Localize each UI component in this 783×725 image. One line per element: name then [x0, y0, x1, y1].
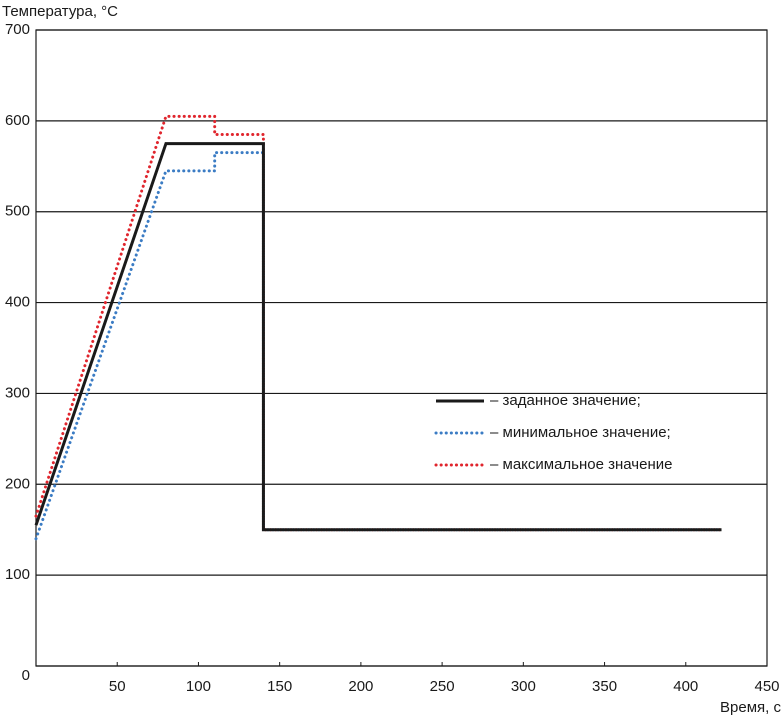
- legend-label: – заданное значение;: [490, 392, 641, 409]
- x-tick-label: 200: [348, 678, 373, 695]
- legend-label: – минимальное значение;: [490, 424, 671, 441]
- x-axis-label: Время, с: [720, 699, 781, 716]
- x-tick-label: 350: [592, 678, 617, 695]
- x-tick-label: 150: [267, 678, 292, 695]
- y-tick-label: 500: [5, 203, 30, 220]
- series-line: [34, 151, 724, 541]
- y-tick-label: 200: [5, 475, 30, 492]
- legend-label: – максимальное значение: [490, 456, 672, 473]
- y-tick-label: 0: [22, 667, 30, 684]
- y-tick-label: 400: [5, 294, 30, 311]
- x-tick-label: 300: [511, 678, 536, 695]
- x-tick-label: 400: [673, 678, 698, 695]
- y-tick-label: 700: [5, 21, 30, 38]
- plot-frame: [35, 29, 768, 667]
- y-tick-label: 300: [5, 384, 30, 401]
- x-tick-label: 100: [186, 678, 211, 695]
- y-tick-label: 600: [5, 112, 30, 129]
- x-tick-label: 50: [109, 678, 126, 695]
- series-line: [34, 142, 722, 532]
- y-tick-label: 100: [5, 566, 30, 583]
- x-tick-label: 250: [430, 678, 455, 695]
- y-axis-label: Температура, °C: [2, 3, 118, 20]
- x-tick-label: 450: [754, 678, 779, 695]
